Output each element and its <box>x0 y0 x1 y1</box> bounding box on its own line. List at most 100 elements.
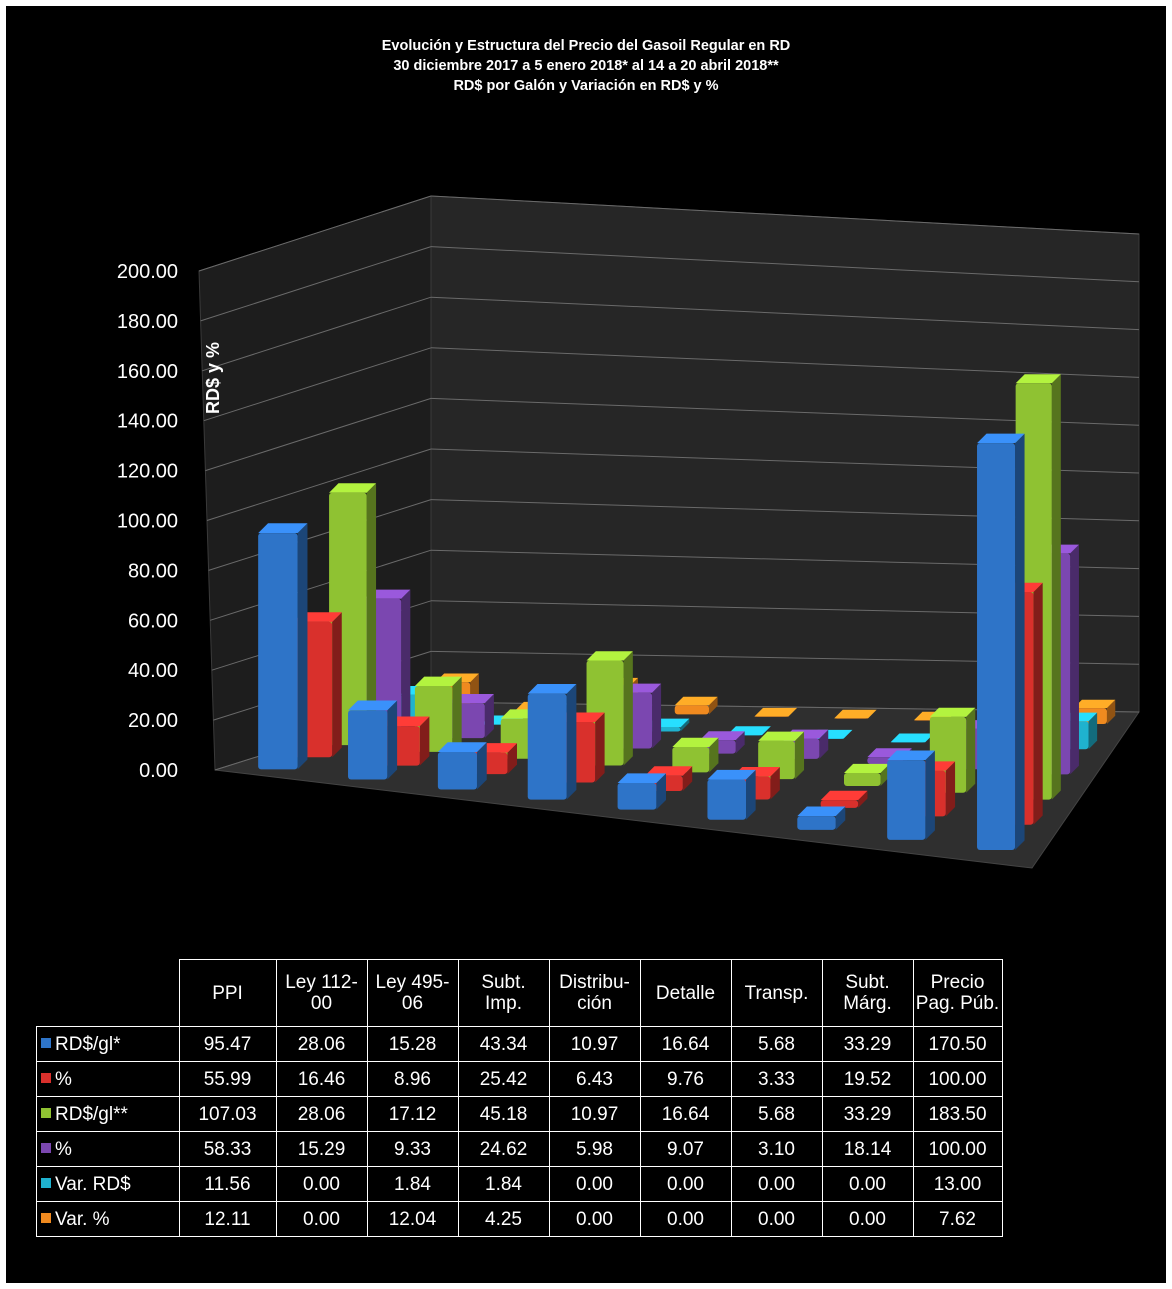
bar-top <box>820 790 868 801</box>
bar-top <box>929 707 976 717</box>
bar-top <box>586 651 633 661</box>
bar <box>258 523 308 770</box>
bar-side <box>387 700 398 780</box>
table-cell: 33.29 <box>821 1096 914 1132</box>
bar-side <box>623 651 633 766</box>
bar <box>797 806 846 830</box>
bar <box>887 750 935 840</box>
gridline-side <box>206 448 432 521</box>
table-cell: 16.64 <box>639 1096 732 1132</box>
table-cell: 16.64 <box>639 1026 732 1062</box>
table-cell: 1.84 <box>366 1166 459 1202</box>
table-cell: 10.97 <box>548 1026 641 1062</box>
y-tick-label: 40.00 <box>128 660 178 682</box>
table-row: % 58.33 15.29 9.33 24.62 5.98 9.07 3.10 18.14 100… <box>36 1131 1003 1167</box>
table-cell: 13.00 <box>912 1166 1003 1202</box>
bar-side <box>794 731 805 780</box>
table-cell: 33.29 <box>821 1026 914 1062</box>
table-cell: 9.33 <box>366 1131 459 1167</box>
bar-top <box>527 684 577 694</box>
bar-front <box>672 746 710 773</box>
gridline-back <box>430 347 1140 378</box>
table-cell: 45.18 <box>457 1096 550 1132</box>
bar-top <box>977 433 1025 444</box>
bar-side <box>476 742 487 790</box>
bar-top <box>843 763 890 773</box>
table-cell: 6.43 <box>548 1061 641 1097</box>
bar-top <box>758 731 805 741</box>
table-cell: 28.06 <box>275 1096 368 1132</box>
y-tick-label: 100.00 <box>117 511 178 533</box>
table-cell: 100.00 <box>912 1061 1003 1097</box>
bar-side <box>1051 374 1061 800</box>
category-header: Detalle <box>639 959 732 1027</box>
table-cell: 0.00 <box>730 1201 823 1237</box>
table-row: % 55.99 16.46 8.96 25.42 6.43 9.76 3.33 19.52 100… <box>36 1061 1003 1097</box>
bar-top <box>348 700 398 711</box>
table-cell: 7.62 <box>912 1201 1003 1237</box>
series-legend-label: Var. RD$ <box>36 1166 180 1202</box>
table-cell: 10.97 <box>548 1096 641 1132</box>
gridline-side <box>210 549 432 621</box>
gridline-side <box>202 296 432 372</box>
table-row: RD$/gl** 107.03 28.06 17.12 45.18 10.97 16.64 5… <box>36 1096 1003 1132</box>
bar-side <box>682 766 693 791</box>
chart-frame: Evolución y Estructura del Precio del Ga… <box>6 6 1166 1283</box>
series-legend-label: RD$/gl* <box>36 1026 180 1062</box>
series-legend-label: % <box>36 1131 180 1167</box>
y-tick-label: 200.00 <box>117 261 178 283</box>
bar <box>527 684 577 800</box>
bar-side <box>680 718 690 732</box>
y-tick-label: 20.00 <box>128 710 178 732</box>
bar-top <box>329 483 377 493</box>
y-tick-label: 160.00 <box>117 361 178 383</box>
bar-side <box>507 743 517 775</box>
bar-side <box>401 589 411 733</box>
table-cell: 8.96 <box>366 1061 459 1097</box>
y-tick-label: 140.00 <box>117 411 178 433</box>
table-cell: 5.98 <box>548 1131 641 1167</box>
bar-top <box>672 737 719 747</box>
bar-side <box>1015 433 1025 850</box>
gridline-side <box>205 397 432 472</box>
table-cell: 5.68 <box>730 1096 823 1132</box>
legend-swatch-icon <box>41 1143 51 1154</box>
bar-top <box>414 676 462 687</box>
table-cell: 0.00 <box>639 1201 732 1237</box>
chart-titles: Evolución y Estructura del Precio del Ga… <box>6 36 1166 96</box>
table-cell: 0.00 <box>730 1166 823 1202</box>
bar-side <box>1033 582 1043 825</box>
bar <box>758 731 805 780</box>
bar-side <box>656 773 667 810</box>
bar-side <box>858 790 868 808</box>
bar-side <box>709 737 719 773</box>
y-axis-ticks: 0.00 20.00 40.00 60.00 80.00 100.00 120.00 140.… <box>117 261 178 782</box>
y-tick-label: 120.00 <box>117 461 178 483</box>
bar-side <box>484 694 494 739</box>
bar-top <box>437 742 487 753</box>
gridline-side <box>198 195 432 272</box>
y-tick-label: 0.00 <box>139 760 178 782</box>
bar-top <box>258 523 308 534</box>
chart-subtitle-1: 30 diciembre 2017 a 5 enero 2018* al 14 … <box>393 58 779 74</box>
table-row: Var. RD$ 11.56 0.00 1.84 1.84 0.00 0.00 0.00 0.0… <box>36 1166 1003 1202</box>
y-tick-label: 80.00 <box>128 560 178 582</box>
bar-top <box>617 773 667 784</box>
bar-front <box>887 760 926 840</box>
bar-chart-3d: 0.00 20.00 40.00 60.00 80.00 100.00 120.00 140.… <box>117 195 1140 869</box>
bar-front <box>258 533 298 770</box>
bar-side <box>595 712 605 783</box>
legend-swatch-icon <box>41 1073 51 1084</box>
table-cell: 0.00 <box>821 1201 914 1237</box>
bar-front <box>843 772 881 786</box>
bar <box>348 700 398 780</box>
bar-front <box>707 779 747 820</box>
bar-top <box>797 806 846 817</box>
bar <box>977 433 1025 850</box>
bar-front <box>617 783 657 810</box>
bar <box>890 733 934 743</box>
table-cell: 11.56 <box>178 1166 277 1202</box>
bar-side <box>652 683 662 749</box>
bar-side <box>297 523 308 770</box>
category-header: Subt. Márg. <box>821 959 914 1027</box>
